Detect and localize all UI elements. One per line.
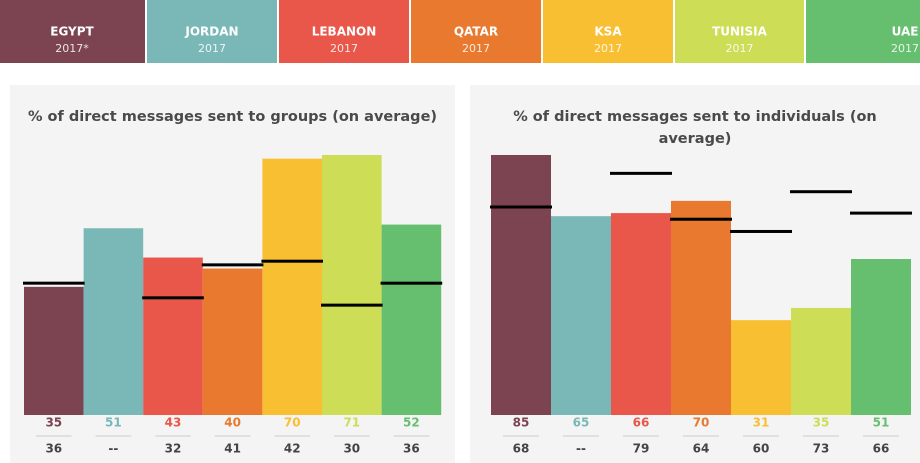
marker-label: -- [576,442,586,456]
bar [322,155,382,415]
value-label: 70 [284,416,301,430]
country-name: LEBANON [312,25,377,39]
marker-label: 32 [165,442,182,456]
value-label: 40 [224,416,241,430]
bar [24,286,84,415]
marker-label: 79 [633,442,650,456]
bar [731,320,791,415]
country-name: JORDAN [184,25,238,39]
country-tile [806,0,920,63]
country-tile [147,0,277,63]
country-name: QATAR [454,25,498,39]
chart-title: % of direct messages sent to groups (on … [27,109,438,125]
value-label: 71 [343,416,360,430]
marker-label: 36 [403,442,420,456]
value-label: 35 [813,416,830,430]
bar [381,224,442,415]
country-year: 2017 [198,42,226,55]
marker [490,205,552,209]
marker [142,296,204,300]
marker-label: 41 [224,442,241,456]
country-tile [675,0,804,63]
marker [261,259,323,263]
value-label: 51 [105,416,122,430]
bar [143,257,203,415]
marker [23,281,85,285]
country-name: TUNISIA [712,25,768,39]
country-year: 2017 [594,42,622,55]
value-label: 65 [573,416,590,430]
country-tile [543,0,673,63]
marker [201,263,264,267]
value-label: 51 [873,416,890,430]
marker-label: 73 [813,442,830,456]
country-name: UAE [892,25,919,39]
marker [790,190,852,194]
country-year: 2017* [55,42,89,55]
marker [670,217,732,221]
bar [791,307,851,415]
value-label: 66 [633,416,650,430]
value-label: 31 [753,416,770,430]
bar [262,158,322,415]
value-label: 70 [693,416,710,430]
bar [202,268,263,415]
marker-label: 36 [45,442,62,456]
bar [611,213,671,415]
bar [851,259,911,415]
marker-label: 64 [693,442,710,456]
value-label: 43 [165,416,182,430]
country-tile [411,0,541,63]
country-year: 2017 [462,42,490,55]
bar [491,155,551,415]
value-label: 52 [403,416,420,430]
marker-label: 68 [513,442,530,456]
value-label: 85 [513,416,530,430]
bar [671,200,731,415]
country-tile [0,0,145,63]
country-year: 2017 [726,42,754,55]
marker-label: 60 [753,442,770,456]
country-name: EGYPT [50,25,94,39]
marker-label: 42 [284,442,301,456]
value-label: 35 [45,416,62,430]
marker [730,229,792,233]
country-year: 2017 [891,42,919,55]
marker-label: 66 [873,442,890,456]
country-name: KSA [594,25,622,39]
marker [850,211,912,215]
chart-title: % of direct messages sent to individuals… [513,109,877,147]
bar [551,216,611,415]
marker [321,303,383,307]
marker-label: -- [108,442,118,456]
marker [610,171,672,175]
marker [380,281,443,285]
bar [83,228,144,415]
country-year: 2017 [330,42,358,55]
marker-label: 30 [343,442,360,456]
country-tile [279,0,409,63]
